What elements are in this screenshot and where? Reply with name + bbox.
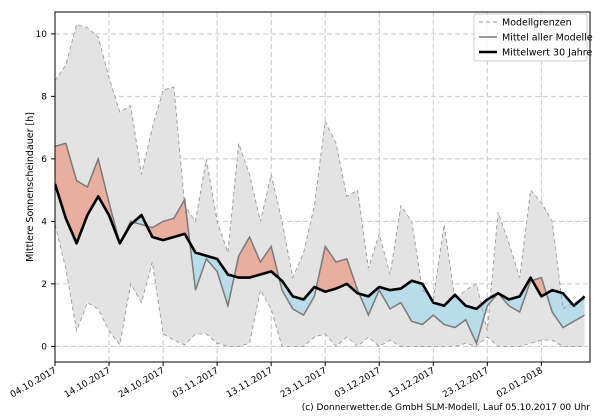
x-tick-label: 13.12.2017: [387, 366, 437, 400]
model-range-band: [55, 24, 585, 347]
x-tick-label: 24.10.2017: [117, 366, 167, 400]
legend-label-limits: Modellgrenzen: [502, 18, 572, 29]
climate-mean-line: [55, 183, 586, 311]
x-tick-label: 23.12.2017: [441, 366, 491, 400]
y-axis-label: Mittlere Sonnenscheindauer [h]: [25, 112, 36, 262]
y-tick-label: 6: [41, 155, 47, 165]
model-upper-limit-line: [55, 23, 585, 331]
x-tick-label: 14.10.2017: [63, 366, 113, 400]
x-tick-label: 03.12.2017: [333, 366, 383, 400]
copyright-footer: (c) Donnerwetter.de GmbH SLM-Modell, Lau…: [301, 403, 590, 413]
x-tick-label: 02.01.2018: [495, 366, 545, 401]
y-tick-label: 10: [36, 30, 48, 40]
y-tick-label: 4: [41, 217, 47, 227]
legend-box: [473, 13, 588, 62]
x-axis-ticks: 04.10.2017 14.10.2017 24.10.2017 03.11.2017…: [9, 362, 545, 400]
y-tick-label: 2: [41, 280, 47, 290]
x-tick-label: 03.11.2017: [171, 366, 221, 400]
legend: Modellgrenzen Mittel aller Modelle Mitte…: [473, 13, 593, 62]
y-tick-label: 0: [41, 342, 47, 352]
y-tick-label: 8: [41, 92, 47, 102]
x-tick-label: 23.11.2017: [279, 366, 329, 400]
legend-label-climate-mean: Mittelwert 30 Jahre: [502, 48, 592, 59]
x-tick-label: 04.10.2017: [9, 366, 59, 400]
plot-frame: [54, 11, 591, 363]
y-axis-ticks: 0 2 4 6 8 10: [36, 30, 55, 352]
x-tick-label: 13.11.2017: [225, 366, 275, 400]
model-lower-limit-line: [55, 224, 585, 348]
legend-label-model-mean: Mittel aller Modelle: [502, 33, 593, 44]
